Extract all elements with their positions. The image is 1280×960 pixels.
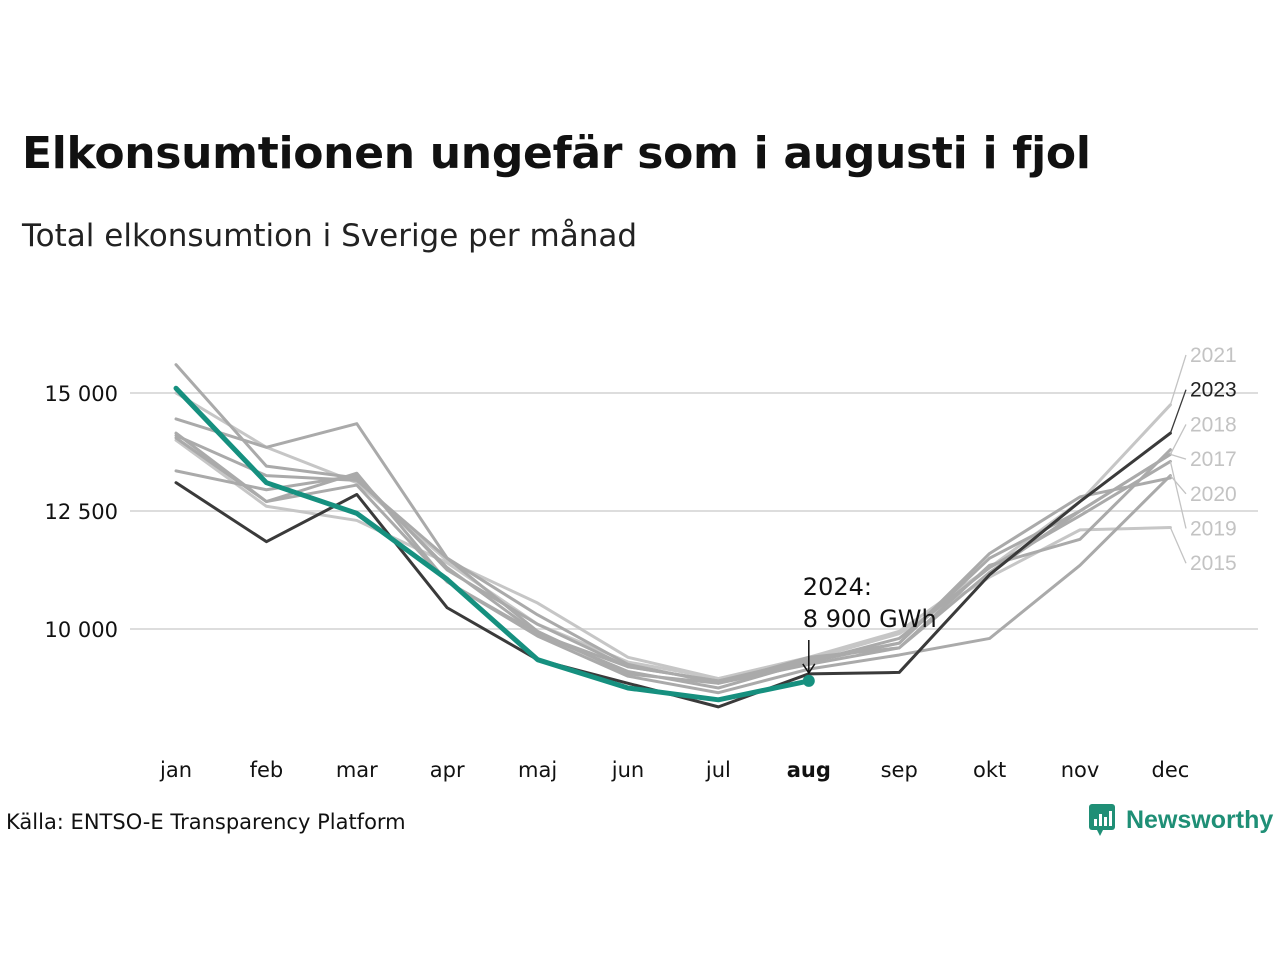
series-line-2017	[174, 452, 1172, 683]
end-label-2020: 2020	[1190, 483, 1237, 506]
end-label-2023: 2023	[1190, 379, 1237, 402]
end-label-2019: 2019	[1190, 518, 1237, 541]
x-tick-label: sep	[881, 758, 918, 782]
x-axis-labels: jan feb mar apr maj jun jul aug sep okt nov dec	[159, 758, 1189, 782]
value-annotation: 2024: 8 900 GWh	[802, 573, 937, 675]
source-note: Källa: ENTSO-E Transparency Platform	[6, 810, 406, 834]
end-label-2015: 2015	[1190, 552, 1237, 575]
x-tick-label: jun	[611, 758, 644, 782]
series-line-2015	[174, 438, 1172, 681]
x-tick-label: aug	[787, 758, 831, 782]
series-line-2019	[174, 363, 1172, 683]
x-tick-label: apr	[430, 758, 465, 782]
end-label-connector-2015	[1169, 527, 1187, 564]
x-tick-label: feb	[250, 758, 284, 782]
x-tick-label: mar	[336, 758, 378, 782]
end-label-connector-2020	[1169, 475, 1187, 495]
annotation-line-1: 2024:	[803, 573, 872, 601]
chart-subtitle: Total elkonsumtion i Sverige per månad	[22, 218, 638, 254]
x-tick-label: nov	[1061, 758, 1100, 782]
x-tick-label: jul	[705, 758, 731, 782]
series-line-2021	[174, 391, 1172, 681]
series-end-labels: 2021 2023 2018 2017 2020 2019 2015	[1169, 344, 1237, 575]
x-tick-label: okt	[973, 758, 1006, 782]
y-tick-label: 10 000	[45, 618, 118, 642]
x-tick-label: maj	[518, 758, 557, 782]
series-line-2020	[174, 436, 1172, 695]
annotation-arrow-head	[802, 663, 816, 675]
end-label-2018: 2018	[1190, 413, 1237, 436]
y-axis-labels: 10 000 12 500 15 000	[45, 382, 118, 642]
x-tick-label: jan	[159, 758, 192, 782]
end-label-connector-2021	[1169, 354, 1187, 405]
annotation-line-2: 8 900 GWh	[803, 605, 937, 633]
y-tick-label: 15 000	[45, 382, 118, 406]
end-label-connector-2017	[1170, 453, 1187, 460]
newsworthy-logo-icon	[1089, 804, 1115, 836]
series-endpoint-2024	[802, 674, 815, 687]
end-label-connector-2018	[1169, 424, 1187, 455]
x-tick-label: dec	[1152, 758, 1190, 782]
series-lines	[173, 363, 1172, 709]
series-line-2024	[173, 385, 812, 703]
newsworthy-logo: Newsworthy	[1088, 803, 1273, 837]
chart-title: Elkonsumtionen ungefär som i augusti i f…	[22, 128, 1091, 179]
newsworthy-logo-text: Newsworthy	[1126, 805, 1274, 834]
y-tick-label: 12 500	[45, 500, 118, 524]
end-label-2017: 2017	[1190, 448, 1237, 471]
end-label-2021: 2021	[1190, 344, 1237, 367]
end-label-connector-2023	[1169, 389, 1187, 434]
end-label-connector-2019	[1169, 461, 1187, 529]
